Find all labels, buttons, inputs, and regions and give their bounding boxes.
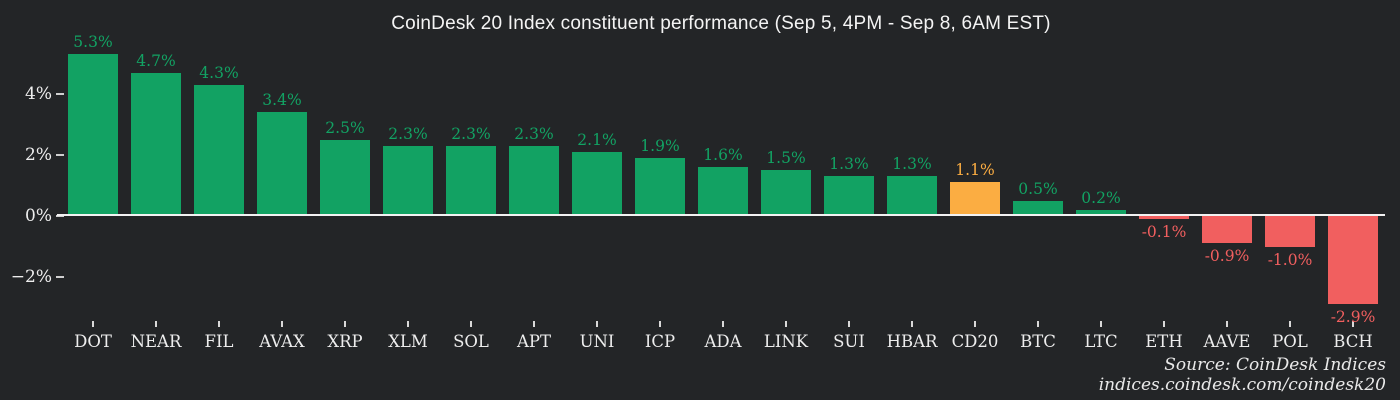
- x-label-LTC: LTC: [1084, 332, 1118, 351]
- source-line2: indices.coindesk.com/coindesk20: [1098, 374, 1386, 395]
- value-label-APT: 2.3%: [514, 124, 554, 143]
- x-label-SUI: SUI: [833, 332, 865, 351]
- y-tick-label-0: 0%: [25, 206, 52, 226]
- x-tick-mark-CD20: [974, 321, 976, 327]
- x-tick-mark-ADA: [722, 321, 724, 327]
- bar-BCH: [1328, 216, 1378, 305]
- bar-APT: [509, 145, 559, 216]
- x-tick-mark-AVAX: [281, 321, 283, 327]
- value-label-UNI: 2.1%: [577, 130, 617, 149]
- y-tick-label-2: 2%: [25, 145, 52, 165]
- value-label-AAVE: -0.9%: [1204, 247, 1250, 266]
- bar-UNI: [572, 151, 622, 216]
- x-tick-mark-ICP: [659, 321, 661, 327]
- value-label-CD20: 1.1%: [955, 161, 995, 180]
- x-label-ICP: ICP: [644, 332, 676, 351]
- value-label-HBAR: 1.3%: [892, 155, 932, 174]
- value-label-NEAR: 4.7%: [136, 51, 176, 70]
- value-label-FIL: 4.3%: [199, 63, 239, 82]
- x-label-AAVE: AAVE: [1203, 332, 1251, 351]
- x-tick-mark-LTC: [1100, 321, 1102, 327]
- y-tick-mark-0: [56, 215, 64, 217]
- y-tick-mark-2: [56, 154, 64, 156]
- x-tick-mark-LINK: [785, 321, 787, 327]
- x-tick-mark-HBAR: [911, 321, 913, 327]
- value-label-XLM: 2.3%: [388, 124, 428, 143]
- y-tick-label-4: 4%: [25, 84, 52, 104]
- x-label-APT: APT: [516, 332, 552, 351]
- y-tick-mark-4: [56, 93, 64, 95]
- value-label-BTC: 0.5%: [1018, 179, 1058, 198]
- y-tick-mark--2: [56, 276, 64, 278]
- source-credit: Source: CoinDesk Indices indices.coindes…: [1099, 355, 1386, 395]
- x-tick-mark-BTC: [1037, 321, 1039, 327]
- bar-DOT: [68, 54, 118, 216]
- x-tick-mark-SOL: [470, 321, 472, 327]
- x-label-HBAR: HBAR: [886, 332, 938, 351]
- bar-POL: [1265, 216, 1315, 247]
- source-line1: Source: CoinDesk Indices: [1164, 354, 1386, 375]
- y-tick-label--2: −2%: [10, 267, 52, 287]
- bar-ETH: [1139, 216, 1189, 220]
- bar-BTC: [1013, 200, 1063, 216]
- bar-XLM: [383, 145, 433, 216]
- x-label-ADA: ADA: [704, 332, 742, 351]
- x-tick-mark-POL: [1289, 321, 1291, 327]
- x-label-NEAR: NEAR: [130, 332, 182, 351]
- x-label-BTC: BTC: [1020, 332, 1056, 351]
- value-label-ICP: 1.9%: [640, 137, 680, 156]
- value-label-LINK: 1.5%: [766, 149, 806, 168]
- x-label-DOT: DOT: [74, 332, 112, 351]
- bar-AVAX: [257, 112, 307, 216]
- bar-CD20: [950, 182, 1000, 216]
- bar-FIL: [194, 84, 244, 216]
- value-label-SOL: 2.3%: [451, 124, 491, 143]
- x-tick-mark-ETH: [1163, 321, 1165, 327]
- x-tick-mark-FIL: [218, 321, 220, 327]
- value-label-ADA: 1.6%: [703, 146, 743, 165]
- bar-ICP: [635, 158, 685, 216]
- x-label-ETH: ETH: [1145, 332, 1183, 351]
- bar-NEAR: [131, 72, 181, 216]
- bar-LTC: [1076, 209, 1126, 216]
- bar-SUI: [824, 176, 874, 216]
- value-label-DOT: 5.3%: [73, 33, 113, 52]
- bar-XRP: [320, 139, 370, 216]
- x-tick-mark-UNI: [596, 321, 598, 327]
- x-tick-mark-XRP: [344, 321, 346, 327]
- x-tick-mark-XLM: [407, 321, 409, 327]
- x-label-BCH: BCH: [1333, 332, 1373, 351]
- bar-SOL: [446, 145, 496, 216]
- x-label-SOL: SOL: [453, 332, 489, 351]
- zero-baseline: [57, 214, 1385, 216]
- value-label-LTC: 0.2%: [1081, 188, 1121, 207]
- x-tick-mark-APT: [533, 321, 535, 327]
- x-tick-mark-AAVE: [1226, 321, 1228, 327]
- value-label-BCH: -2.9%: [1330, 308, 1376, 327]
- bar-ADA: [698, 167, 748, 216]
- x-tick-mark-BCH: [1352, 321, 1354, 327]
- x-label-XLM: XLM: [388, 332, 428, 351]
- x-label-FIL: FIL: [204, 332, 234, 351]
- value-label-SUI: 1.3%: [829, 155, 869, 174]
- bar-LINK: [761, 170, 811, 216]
- x-tick-mark-NEAR: [155, 321, 157, 327]
- x-label-LINK: LINK: [763, 332, 809, 351]
- value-label-ETH: -0.1%: [1141, 223, 1187, 242]
- value-label-POL: -1.0%: [1267, 250, 1313, 269]
- bar-HBAR: [887, 176, 937, 216]
- x-tick-mark-DOT: [92, 321, 94, 327]
- x-label-UNI: UNI: [579, 332, 615, 351]
- x-tick-mark-SUI: [848, 321, 850, 327]
- x-label-POL: POL: [1272, 332, 1308, 351]
- value-label-XRP: 2.5%: [325, 118, 365, 137]
- x-label-AVAX: AVAX: [259, 332, 305, 351]
- x-label-XRP: XRP: [327, 332, 363, 351]
- value-label-AVAX: 3.4%: [262, 91, 302, 110]
- bar-AAVE: [1202, 216, 1252, 244]
- chart-title: CoinDesk 20 Index constituent performanc…: [391, 13, 1051, 34]
- x-label-CD20: CD20: [951, 332, 999, 351]
